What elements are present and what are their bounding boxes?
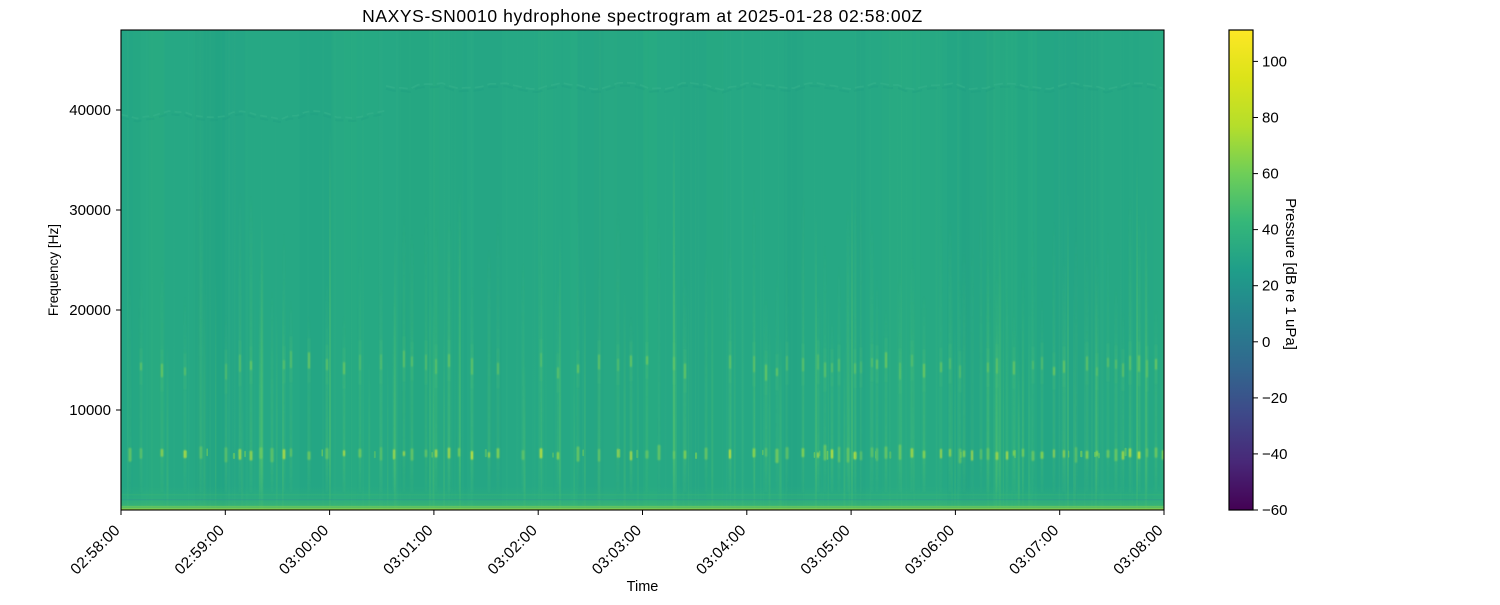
svg-text:20000: 20000 xyxy=(69,302,111,319)
svg-text:100: 100 xyxy=(1262,53,1287,70)
svg-text:80: 80 xyxy=(1262,110,1279,127)
svg-text:Frequency [Hz]: Frequency [Hz] xyxy=(46,224,61,316)
svg-text:40000: 40000 xyxy=(69,102,111,119)
svg-text:10000: 10000 xyxy=(69,402,111,419)
svg-text:−20: −20 xyxy=(1262,390,1287,407)
svg-text:0: 0 xyxy=(1262,334,1270,351)
svg-text:−60: −60 xyxy=(1262,502,1287,519)
svg-text:20: 20 xyxy=(1262,278,1279,295)
svg-text:Time: Time xyxy=(627,579,659,595)
svg-text:40: 40 xyxy=(1262,222,1279,239)
svg-text:NAXYS-SN0010 hydrophone spectr: NAXYS-SN0010 hydrophone spectrogram at 2… xyxy=(362,6,923,26)
svg-text:60: 60 xyxy=(1262,166,1279,183)
svg-text:−40: −40 xyxy=(1262,446,1287,463)
svg-text:30000: 30000 xyxy=(69,202,111,219)
svg-text:Pressure [dB re 1 uPa]: Pressure [dB re 1 uPa] xyxy=(1282,198,1299,350)
